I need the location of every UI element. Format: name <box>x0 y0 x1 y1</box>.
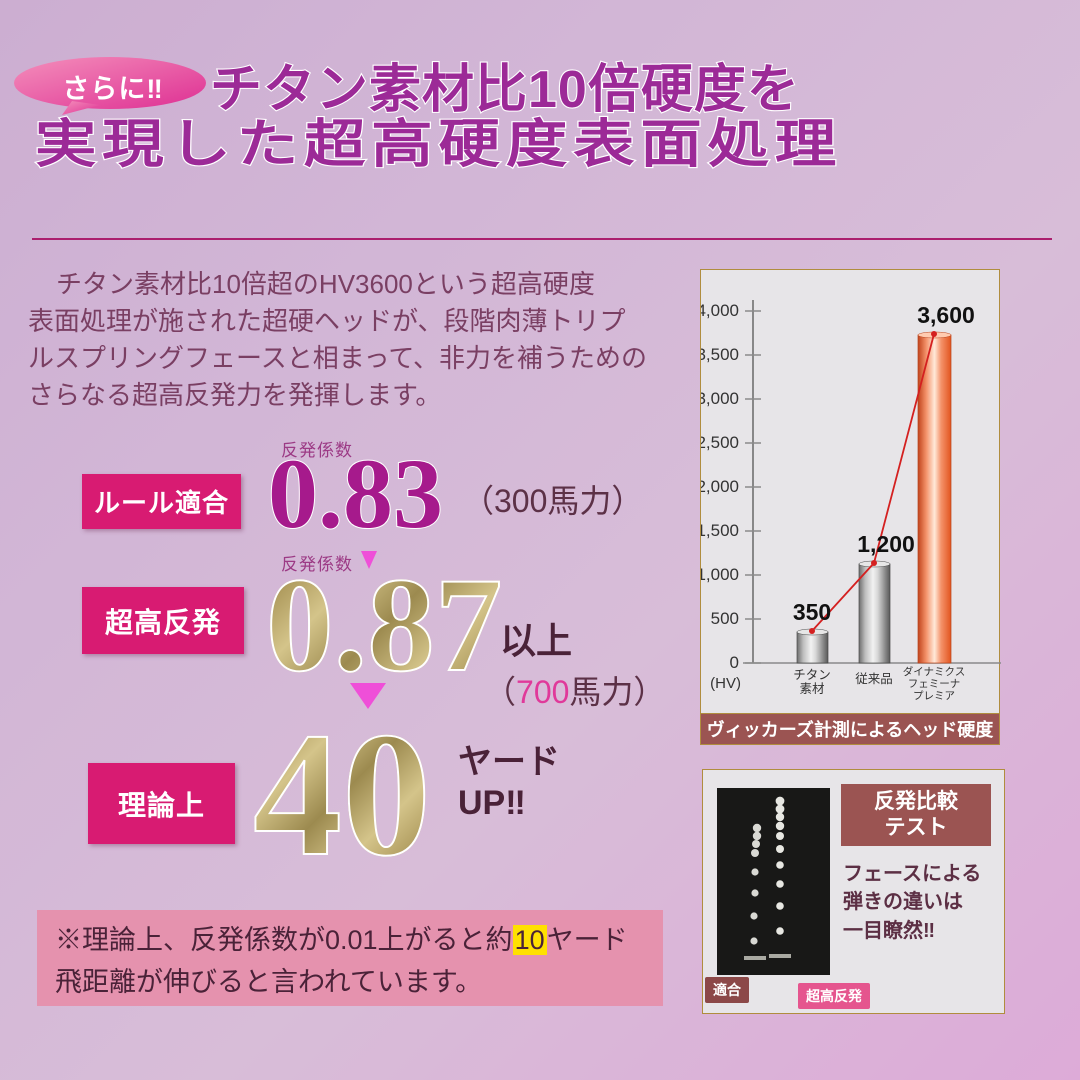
svg-text:チタン: チタン <box>793 668 831 682</box>
svg-text:2,000: 2,000 <box>701 477 739 496</box>
svg-text:フェミーナ: フェミーナ <box>908 678 961 690</box>
svg-text:3,000: 3,000 <box>701 389 739 408</box>
svg-text:ダイナミクス: ダイナミクス <box>903 665 965 678</box>
svg-text:4,000: 4,000 <box>701 301 739 320</box>
svg-text:1,500: 1,500 <box>701 521 739 540</box>
svg-text:(HV): (HV) <box>710 675 741 692</box>
svg-text:1,200: 1,200 <box>857 531 915 557</box>
svg-text:プレミア: プレミア <box>913 690 955 702</box>
svg-text:素材: 素材 <box>799 682 824 696</box>
svg-text:350: 350 <box>793 599 831 625</box>
svg-text:0: 0 <box>730 653 739 672</box>
svg-text:1,000: 1,000 <box>701 565 739 584</box>
svg-text:3,600: 3,600 <box>917 302 975 328</box>
svg-text:500: 500 <box>711 609 739 628</box>
svg-text:3,500: 3,500 <box>701 345 739 364</box>
svg-text:従来品: 従来品 <box>855 672 893 686</box>
svg-text:2,500: 2,500 <box>701 433 739 452</box>
